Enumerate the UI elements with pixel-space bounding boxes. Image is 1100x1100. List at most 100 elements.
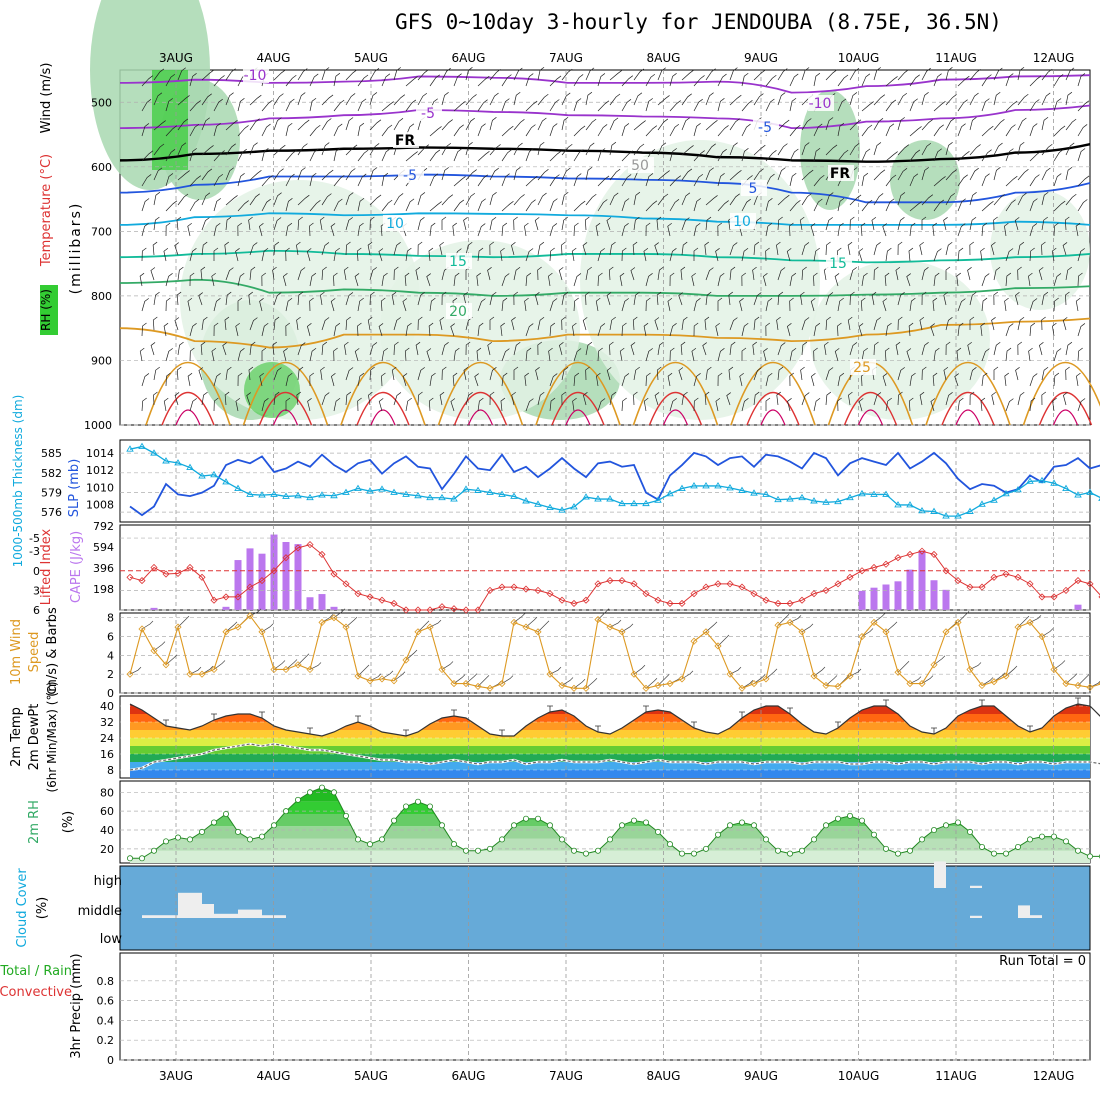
- thickness-point: [402, 490, 410, 497]
- wind-barb: [307, 323, 312, 337]
- rh-ylabel-2: (%): [61, 811, 76, 834]
- wind-barb: [606, 367, 612, 381]
- wind-barb: [213, 123, 221, 137]
- wind-speed-point: [1002, 672, 1010, 680]
- wind-barb: [787, 398, 792, 412]
- rh-point: [342, 812, 349, 819]
- wind-barb: [357, 98, 367, 112]
- wind-barb: [465, 142, 473, 156]
- wind-barb: [810, 223, 816, 237]
- wind-barb: [417, 192, 426, 206]
- wind-barb: [813, 174, 825, 187]
- wind-barb: [897, 241, 903, 256]
- surface-barb: [393, 671, 406, 682]
- cape-bar: [246, 548, 254, 610]
- wind-barb: [729, 94, 742, 106]
- wind-barb: [726, 392, 731, 406]
- wind-barb: [813, 123, 823, 137]
- wind-barb: [297, 92, 306, 106]
- wind-barb: [487, 341, 492, 356]
- surface-barb: [429, 619, 442, 628]
- wind-barb: [273, 192, 282, 206]
- wind-barb: [957, 298, 966, 312]
- x-tick-top: 9AUG: [744, 51, 778, 65]
- wind-barb: [259, 223, 264, 237]
- isotherm: [119, 74, 1091, 94]
- wind-barb: [825, 217, 833, 231]
- wind-barb: [261, 247, 269, 262]
- wind-barb: [861, 172, 869, 187]
- minmax-marker: [259, 711, 265, 718]
- wind-barb: [153, 366, 160, 381]
- wind-barb: [415, 266, 421, 281]
- thickness-point: [354, 484, 362, 491]
- wind-barb: [319, 216, 325, 231]
- wind-barb: [297, 119, 310, 131]
- contour-label-bg: [741, 180, 767, 196]
- cloud-block: [970, 915, 982, 918]
- surface-barb: [573, 679, 586, 689]
- wind-barb: [885, 99, 897, 112]
- rh-point: [1015, 843, 1022, 850]
- wind-barb: [705, 120, 718, 131]
- thickness-point: [510, 492, 518, 499]
- wind-barb: [585, 366, 590, 381]
- thickness-point: [1074, 491, 1082, 498]
- surface-barb: [1077, 674, 1090, 686]
- wind-barb: [573, 273, 582, 287]
- wind-barb: [621, 174, 632, 187]
- wind-barb: [573, 173, 582, 187]
- wind-barb: [249, 170, 262, 181]
- wind-barb: [189, 100, 201, 112]
- wind-barb: [800, 291, 805, 306]
- li-tick: 3: [33, 584, 40, 597]
- wind-barb: [139, 347, 145, 362]
- surface-barb: [645, 678, 658, 689]
- rh-point: [1039, 833, 1046, 840]
- contour-label: 25: [853, 360, 871, 376]
- wind-barb: [597, 398, 606, 412]
- lifted-index-point: [486, 586, 494, 594]
- wind-barb: [858, 323, 864, 337]
- thickness-point: [774, 495, 782, 503]
- wind-barb: [957, 397, 964, 412]
- wind-barb: [993, 194, 1005, 206]
- wind-barb: [561, 92, 571, 106]
- wind-barb: [705, 195, 718, 206]
- wind-barb: [752, 266, 757, 281]
- wind-barb: [801, 266, 807, 281]
- x-tick-top: 4AUG: [257, 51, 291, 65]
- rh-line: [130, 787, 1100, 859]
- wind-barb: [1005, 398, 1014, 412]
- lifted-index-point: [870, 563, 878, 572]
- wind-barb: [285, 322, 291, 337]
- wind-barb: [606, 217, 612, 231]
- wind-speed-point: [174, 623, 182, 631]
- wind-barb: [477, 151, 490, 162]
- wind-barb: [921, 119, 933, 131]
- thickness-point: [426, 493, 434, 501]
- rh-point: [547, 822, 554, 829]
- wind-barb: [789, 372, 795, 387]
- wind-barb: [669, 272, 675, 287]
- wind-barb: [932, 222, 937, 237]
- wind-barb: [453, 347, 460, 362]
- wind-barb: [381, 124, 393, 137]
- wind-barb: [345, 192, 354, 206]
- wind-barb: [789, 272, 797, 287]
- surface-barb: [729, 666, 742, 675]
- rh-point: [991, 850, 998, 857]
- wind-speed-point: [738, 684, 746, 692]
- wind-barb: [139, 272, 145, 287]
- contour-label-bg: [808, 95, 834, 111]
- thickness-point: [414, 491, 422, 499]
- wind-barb: [633, 391, 638, 406]
- wind-speed-point: [246, 612, 254, 620]
- wind-barb: [176, 291, 182, 306]
- minmax-marker: [1027, 725, 1033, 732]
- wind-barb: [235, 322, 240, 337]
- wind-speed-point: [318, 618, 326, 626]
- wind-barb: [225, 92, 234, 106]
- precip-total-label: Total / Rain: [0, 964, 72, 979]
- wind-barb: [1017, 117, 1027, 131]
